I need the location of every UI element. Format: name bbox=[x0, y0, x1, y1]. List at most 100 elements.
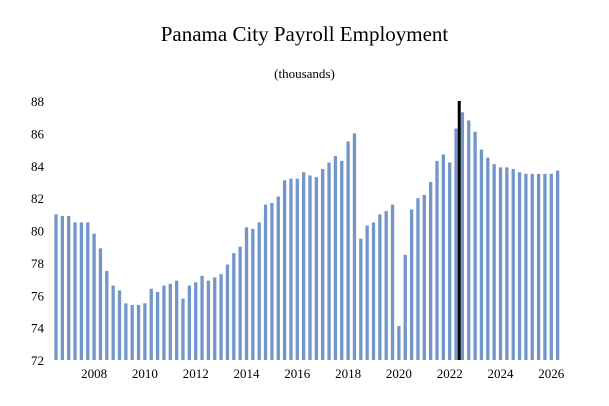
bar bbox=[441, 154, 445, 360]
bar bbox=[54, 214, 58, 360]
bar bbox=[486, 157, 490, 360]
bar bbox=[60, 215, 64, 360]
y-tick-label: 72 bbox=[31, 353, 44, 368]
bar bbox=[251, 228, 255, 360]
bar bbox=[213, 277, 217, 360]
x-tick-label: 2022 bbox=[437, 366, 463, 381]
y-tick-label: 76 bbox=[31, 288, 45, 303]
bar bbox=[556, 170, 560, 360]
bar bbox=[340, 160, 344, 360]
x-tick-label: 2012 bbox=[183, 366, 209, 381]
bar bbox=[517, 172, 522, 360]
bar bbox=[282, 180, 287, 360]
y-tick-label: 82 bbox=[31, 191, 44, 206]
bar bbox=[111, 285, 115, 360]
bar bbox=[238, 246, 242, 360]
bar bbox=[124, 303, 128, 360]
x-tick-label: 2016 bbox=[284, 366, 311, 381]
bar bbox=[454, 128, 458, 360]
bar bbox=[409, 209, 414, 360]
bar bbox=[422, 194, 426, 360]
bar bbox=[263, 204, 268, 360]
bar bbox=[543, 173, 547, 360]
bar bbox=[232, 253, 236, 360]
bar bbox=[448, 162, 452, 360]
bar bbox=[67, 215, 71, 360]
bar bbox=[327, 162, 331, 360]
bar bbox=[467, 120, 471, 361]
x-tick-label: 2026 bbox=[538, 366, 565, 381]
y-axis: 72 74 76 78 80 82 84 86 88 bbox=[31, 94, 45, 368]
bar bbox=[365, 225, 369, 360]
y-tick-label: 86 bbox=[31, 126, 45, 141]
x-axis: 2008 2010 2012 2014 2016 2018 2020 2022 2024 2026 bbox=[81, 366, 565, 381]
bar bbox=[244, 227, 249, 360]
bar bbox=[549, 173, 553, 360]
bar bbox=[479, 149, 484, 360]
bar bbox=[378, 214, 382, 360]
bar bbox=[333, 156, 338, 360]
bar bbox=[352, 133, 357, 361]
bar bbox=[403, 254, 407, 360]
bar bbox=[130, 304, 134, 360]
x-tick-label: 2010 bbox=[132, 366, 158, 381]
x-tick-label: 2018 bbox=[335, 366, 361, 381]
bar bbox=[181, 298, 185, 360]
y-tick-label: 88 bbox=[31, 94, 44, 109]
bar bbox=[435, 160, 439, 360]
bar bbox=[302, 172, 306, 360]
bar bbox=[289, 178, 293, 360]
bar bbox=[276, 196, 280, 360]
bar bbox=[200, 275, 204, 360]
bar bbox=[530, 173, 534, 360]
y-tick-label: 78 bbox=[31, 256, 44, 271]
bar bbox=[143, 303, 147, 360]
bar-series bbox=[54, 112, 560, 361]
bar bbox=[371, 222, 376, 360]
bar bbox=[225, 264, 230, 360]
x-tick-label: 2014 bbox=[234, 366, 261, 381]
bar bbox=[524, 173, 528, 360]
x-tick-label: 2008 bbox=[81, 366, 107, 381]
bar bbox=[206, 280, 211, 360]
bar bbox=[359, 238, 363, 360]
bar bbox=[136, 304, 141, 360]
bar bbox=[73, 222, 77, 360]
y-tick-label: 74 bbox=[31, 321, 45, 336]
bar bbox=[194, 282, 198, 360]
bar bbox=[187, 285, 191, 360]
bar bbox=[257, 222, 261, 360]
bar bbox=[79, 222, 84, 360]
bar bbox=[98, 248, 103, 360]
bar bbox=[384, 211, 388, 360]
bar bbox=[416, 198, 420, 361]
bar bbox=[536, 173, 541, 360]
bar bbox=[92, 233, 96, 360]
y-tick-label: 80 bbox=[31, 224, 44, 239]
bar bbox=[219, 274, 223, 360]
x-tick-label: 2024 bbox=[488, 366, 515, 381]
bar bbox=[346, 141, 350, 360]
chart-subtitle: (thousands) bbox=[274, 66, 335, 81]
bar bbox=[86, 222, 90, 360]
bar bbox=[460, 112, 465, 360]
bar bbox=[168, 283, 172, 360]
bar bbox=[429, 181, 433, 360]
bar bbox=[295, 178, 299, 360]
bar bbox=[149, 288, 153, 360]
bar bbox=[511, 168, 515, 360]
bar bbox=[397, 326, 401, 360]
y-tick-label: 84 bbox=[31, 159, 45, 174]
bar bbox=[314, 177, 318, 360]
bar bbox=[155, 292, 160, 360]
x-tick-label: 2020 bbox=[386, 366, 412, 381]
bar bbox=[473, 131, 477, 360]
bar bbox=[105, 270, 109, 360]
bar bbox=[270, 202, 274, 360]
bar bbox=[321, 168, 325, 360]
bar bbox=[162, 285, 166, 360]
bar bbox=[308, 175, 312, 360]
bar bbox=[390, 204, 395, 360]
bar bbox=[492, 164, 496, 360]
